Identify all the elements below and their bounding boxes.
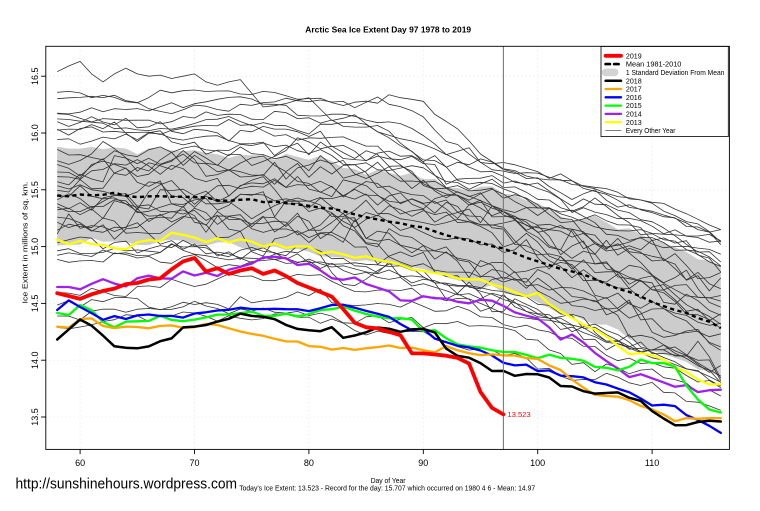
- svg-text:2017: 2017: [626, 86, 642, 94]
- svg-text:14.5: 14.5: [30, 295, 40, 313]
- svg-text:110: 110: [645, 458, 659, 468]
- svg-text:Every Other Year: Every Other Year: [626, 127, 676, 135]
- svg-text:16.0: 16.0: [30, 124, 40, 142]
- svg-text:15.5: 15.5: [30, 181, 40, 199]
- svg-text:2013: 2013: [626, 119, 642, 127]
- svg-text:Today's Ice Extent: 13.523 -: Today's Ice Extent: 13.523 - Record for …: [239, 485, 535, 492]
- svg-text:13.5: 13.5: [30, 408, 40, 426]
- svg-text:2015: 2015: [626, 102, 642, 110]
- svg-text:70: 70: [189, 458, 199, 468]
- svg-text:Ice Extent in millions of sq.: Ice Extent in millions of sq. km.: [21, 182, 30, 304]
- svg-text:2018: 2018: [626, 77, 642, 85]
- svg-text:80: 80: [304, 458, 314, 468]
- svg-text:60: 60: [75, 458, 85, 468]
- svg-text:http://sunshinehours.wordpress: http://sunshinehours.wordpress.com: [16, 477, 238, 493]
- svg-text:13.523: 13.523: [507, 410, 530, 419]
- svg-text:Mean 1981-2010: Mean 1981-2010: [626, 61, 682, 69]
- svg-text:100: 100: [530, 458, 545, 468]
- svg-text:2016: 2016: [626, 94, 642, 102]
- svg-text:1 Standard Deviation From Mean: 1 Standard Deviation From Mean: [626, 69, 725, 77]
- svg-text:14.0: 14.0: [30, 351, 40, 369]
- svg-text:2019: 2019: [626, 52, 642, 60]
- svg-text:15.0: 15.0: [30, 238, 40, 256]
- svg-text:16.5: 16.5: [30, 67, 40, 85]
- svg-text:2014: 2014: [626, 111, 642, 119]
- svg-text:90: 90: [418, 458, 428, 468]
- svg-text:Day of Year: Day of Year: [371, 476, 406, 485]
- svg-text:Arctic Sea Ice Extent Day 97 1: Arctic Sea Ice Extent Day 97 1978 to 201…: [305, 26, 471, 35]
